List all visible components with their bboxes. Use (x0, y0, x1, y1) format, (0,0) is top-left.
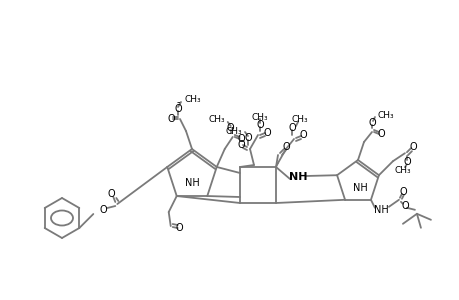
Text: O: O (298, 130, 306, 140)
Text: CH₃: CH₃ (291, 116, 308, 124)
Text: O: O (174, 104, 181, 114)
Text: O: O (237, 140, 244, 150)
Text: CH₃: CH₃ (377, 110, 394, 119)
Text: NH: NH (288, 172, 307, 182)
Text: CH₃: CH₃ (185, 94, 201, 103)
Text: O: O (281, 142, 289, 152)
Text: CH₃: CH₃ (251, 112, 268, 122)
Text: O: O (263, 128, 270, 138)
Text: O: O (367, 118, 375, 128)
Text: NH: NH (352, 183, 367, 193)
Text: NH: NH (184, 178, 199, 188)
Text: O: O (226, 123, 234, 133)
Text: O: O (376, 129, 384, 139)
Text: -: - (176, 97, 179, 107)
Text: O: O (402, 157, 410, 167)
Text: O: O (408, 142, 416, 152)
Text: O: O (398, 187, 406, 197)
Text: O: O (167, 114, 174, 124)
Text: O: O (256, 120, 263, 130)
Text: O: O (400, 201, 408, 211)
Text: O: O (287, 123, 295, 133)
Text: O: O (244, 133, 251, 143)
Text: O: O (175, 223, 183, 233)
Text: CH₃: CH₃ (207, 116, 224, 124)
Text: O: O (99, 205, 107, 215)
Text: CH₃: CH₃ (225, 127, 241, 136)
Text: O: O (237, 134, 245, 144)
Text: CH₃: CH₃ (394, 166, 410, 175)
Text: O: O (107, 189, 115, 199)
Text: NH: NH (373, 205, 387, 215)
